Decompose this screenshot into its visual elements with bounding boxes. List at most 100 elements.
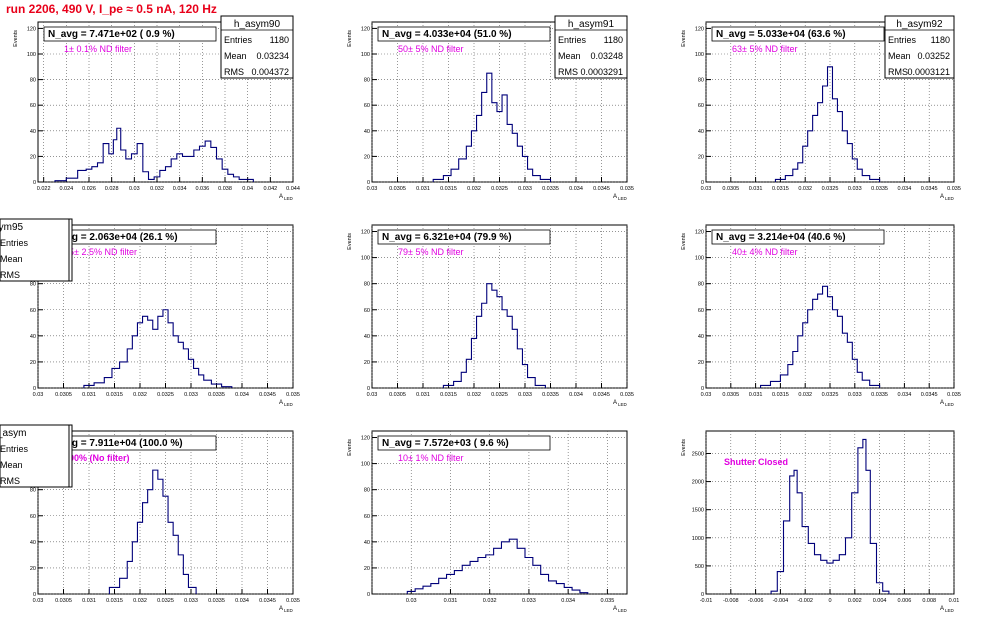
stats-label: Mean [558,51,581,61]
x-tick-label: 0.034 [235,598,249,604]
y-axis-label: Events [347,30,353,47]
x-tick-label: 0.002 [848,598,862,604]
x-tick-label: 0.0325 [157,598,174,604]
histogram-bars [774,66,881,182]
histogram-bars [442,283,546,388]
y-tick-label: 20 [30,566,36,572]
x-tick-label: 0.0335 [871,392,888,398]
x-axis-label-sub: LED [945,196,955,201]
filter-annotation: 1± 0.1% ND filter [64,44,132,54]
y-tick-label: 100 [361,52,370,58]
x-tick-label: 0.026 [82,186,96,192]
x-tick-label: 0.034 [173,186,187,192]
y-tick-label: 0 [367,592,370,598]
x-tick-label: 0.0315 [772,186,789,192]
y-tick-label: 120 [695,26,704,32]
x-axis-label-sub: LED [945,402,955,407]
x-tick-label: 0.0345 [921,186,938,192]
plot-frame [371,430,628,595]
x-axis-label: A [279,194,283,200]
y-tick-label: 80 [364,488,370,494]
y-tick-label: 60 [698,103,704,109]
filter-annotation: Shutter Closed [724,457,788,467]
y-tick-label: 120 [361,230,370,236]
x-tick-label: 0.0335 [542,186,559,192]
x-tick-label: 0.0345 [259,392,276,398]
navg-text: N_avg = 4.033e+04 (51.0 %) [382,29,512,40]
x-axis-label: A [940,194,944,200]
x-tick-label: 0.031 [416,186,430,192]
x-tick-label: 0.038 [218,186,232,192]
x-tick-label: 0.033 [184,392,198,398]
y-tick-label: 80 [698,282,704,288]
y-tick-label: 40 [698,129,704,135]
histogram-title: h_asym95 [0,222,24,233]
y-tick-label: 100 [27,52,36,58]
stats-box [884,15,955,79]
filter-annotation: 50± 5% ND filter [398,44,463,54]
x-tick-label: 0.032 [133,392,147,398]
stats-value: 0.0003121 [907,67,950,77]
navg-box [377,26,551,42]
x-tick-label: 0.032 [150,186,164,192]
x-axis-label-sub: LED [618,196,628,201]
navg-box [43,26,217,42]
x-tick-label: -0.006 [748,598,764,604]
y-tick-label: 2500 [692,451,704,457]
x-tick-label: 0.0305 [55,598,72,604]
y-tick-label: 20 [364,360,370,366]
y-tick-label: 60 [364,103,370,109]
x-tick-label: 0.031 [444,598,458,604]
y-tick-label: 120 [695,230,704,236]
x-tick-label: 0.0345 [593,186,610,192]
histogram-bars [406,538,589,594]
x-tick-label: -0.002 [797,598,813,604]
stats-label: RMS [888,67,908,77]
x-tick-label: 0.03 [367,392,378,398]
x-tick-label: 0.032 [133,598,147,604]
x-tick-label: 0.0305 [389,186,406,192]
x-axis-label-sub: LED [945,608,955,613]
x-tick-label: 0.0345 [921,392,938,398]
histogram-title: hPed_asym [0,428,26,439]
navg-text: N_avg = 7.572e+03 ( 9.6 %) [382,438,509,449]
x-tick-label: 0.034 [569,186,583,192]
y-tick-label: 120 [27,26,36,32]
x-tick-label: 0.0305 [722,392,739,398]
y-tick-label: 60 [364,308,370,314]
y-tick-label: 120 [361,26,370,32]
stats-box [220,15,294,79]
y-tick-label: 20 [30,154,36,160]
x-tick-label: 0.0305 [722,186,739,192]
histogram-title: h_asym92 [896,19,943,30]
x-tick-label: 0.035 [620,392,634,398]
x-tick-label: 0.03 [33,392,44,398]
filter-annotation: 10± 1% ND filter [398,453,463,463]
stats-label: Mean [0,460,23,470]
y-tick-label: 60 [30,103,36,109]
x-axis-label: A [613,400,617,406]
y-tick-label: 60 [364,514,370,520]
x-tick-label: 0.035 [947,392,961,398]
x-axis-label-sub: LED [284,196,294,201]
stats-value: 0.03248 [590,51,623,61]
x-axis-label: A [279,606,283,612]
x-tick-label: 0.031 [749,392,763,398]
x-tick-label: 0.035 [620,186,634,192]
navg-box [711,229,885,245]
x-tick-label: 0.0325 [491,186,508,192]
y-tick-label: 20 [698,154,704,160]
navg-text: N_avg = 7.471e+02 ( 0.9 %) [48,29,175,40]
stats-label: Mean [0,254,23,264]
x-axis-label-sub: LED [618,402,628,407]
y-tick-label: 80 [30,78,36,84]
y-tick-label: 100 [695,52,704,58]
x-tick-label: 0.042 [263,186,277,192]
filter-annotation: 63± 5% ND filter [732,44,797,54]
x-tick-label: 0.033 [848,186,862,192]
x-tick-label: 0.0315 [440,392,457,398]
x-tick-label: 0.033 [518,392,532,398]
x-tick-label: 0.0335 [871,186,888,192]
histogram-panel-5: 0.03 0.0305 0.031 0.0315 0.032 0.0325 0.033 0.0… [0,218,961,407]
y-axis-label: Events [681,233,687,250]
